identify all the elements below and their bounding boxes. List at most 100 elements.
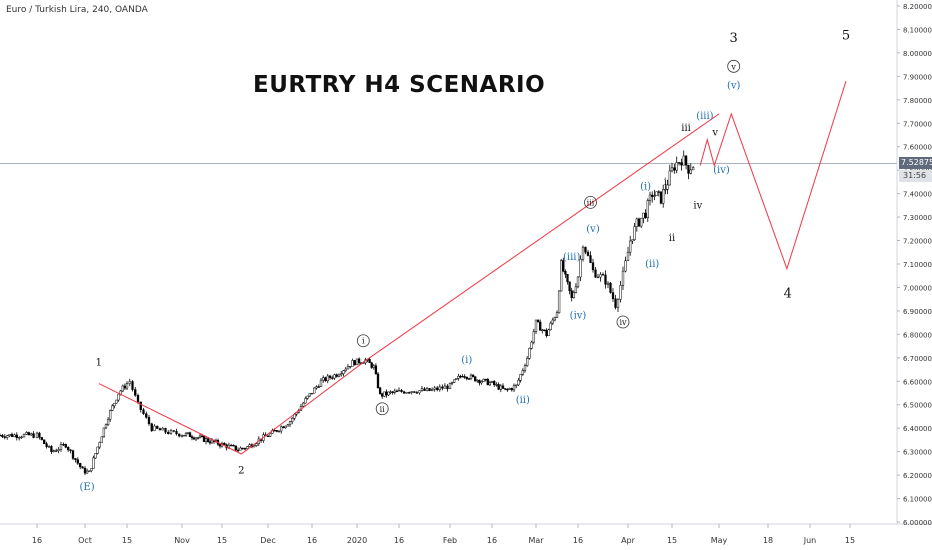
candle-body <box>543 329 546 331</box>
candle-body <box>589 255 592 263</box>
candle-body <box>397 389 401 392</box>
candle-body <box>167 431 170 434</box>
candle-body <box>476 379 479 382</box>
x-tick-label: 16 <box>487 536 497 545</box>
wave-label: iv <box>619 318 627 327</box>
candle-body <box>400 389 403 392</box>
wave-label: iii <box>587 198 595 207</box>
candle-body <box>134 389 137 396</box>
candle-body <box>391 391 394 393</box>
candle-body <box>326 375 329 382</box>
candle-body <box>642 212 645 219</box>
candle-body <box>344 368 347 371</box>
candle-body <box>662 189 665 204</box>
candle-body <box>22 434 26 438</box>
candle-body <box>47 446 51 448</box>
candle-body <box>376 373 380 389</box>
candle-body <box>317 386 320 388</box>
candle-body <box>202 435 206 442</box>
candle-body <box>315 386 318 389</box>
candle-body <box>59 444 63 450</box>
candle-body <box>357 358 361 364</box>
candle-body <box>223 442 226 445</box>
wave-label: 5 <box>842 28 850 43</box>
x-tick-label: 15 <box>845 536 855 545</box>
candle-body <box>306 395 309 399</box>
candle-body <box>512 385 516 391</box>
candle-body <box>180 435 184 437</box>
current-price-tag: 7.52875 <box>899 157 932 169</box>
candle-body <box>378 387 382 394</box>
candle-body <box>206 438 210 443</box>
candle-body <box>425 388 429 391</box>
candle-body <box>288 421 292 426</box>
candle-body <box>25 432 28 435</box>
x-tick-label: 15 <box>122 536 132 545</box>
candle-body <box>504 388 507 390</box>
candle-body <box>351 360 354 367</box>
candle-body <box>418 390 421 394</box>
wave-label: (v) <box>586 224 600 235</box>
candle-body <box>319 379 323 387</box>
candle-body <box>486 378 489 386</box>
bar-countdown-tag: 31:56 <box>899 170 932 182</box>
candle-body <box>604 274 607 285</box>
candle-body <box>355 358 359 366</box>
candle-body <box>142 409 145 415</box>
wave-label: 4 <box>784 286 792 301</box>
symbol-label: Euro / Turkish Lira, 240, OANDA <box>6 5 148 15</box>
candle-body <box>113 402 116 407</box>
wave-label: ii <box>669 233 675 244</box>
y-tick-label: 7.80000 <box>903 97 932 105</box>
wave-label: (iii) <box>563 252 580 263</box>
x-axis-ticks: 16 Oct 15 Nov 15 Dec 16 2020 16 Feb 16 Mar 16 Apr 15 Ma… <box>32 524 855 545</box>
chart-title: EURTRY H4 SCENARIO <box>253 72 546 98</box>
candle-body <box>586 251 590 256</box>
candle-body <box>594 269 597 278</box>
candle-body <box>131 381 134 390</box>
candle-body <box>125 383 129 389</box>
candle-body <box>55 450 58 452</box>
candle-body <box>616 299 620 308</box>
candle-body <box>637 218 641 227</box>
candle-body <box>370 362 373 368</box>
y-tick-label: 7.00000 <box>903 284 932 292</box>
candle-body <box>555 312 559 318</box>
candle-body <box>443 385 447 389</box>
candle-body <box>76 459 79 464</box>
candle-body <box>557 290 561 313</box>
y-tick-label: 6.60000 <box>903 378 932 386</box>
candle-body <box>111 405 114 411</box>
wave-label: (ii) <box>516 395 530 406</box>
x-tick-label: 16 <box>307 536 317 545</box>
candle-body <box>635 218 638 227</box>
candle-body <box>530 341 533 349</box>
candle-body <box>35 432 39 438</box>
candle-body <box>551 319 554 324</box>
candle-body <box>640 217 643 227</box>
candle-body <box>50 446 53 452</box>
candle-body <box>284 425 287 429</box>
candle-body <box>158 428 162 431</box>
candle-body <box>387 391 390 396</box>
x-tick-label: Oct <box>78 536 92 545</box>
candle-body <box>596 276 600 279</box>
candle-body <box>689 169 692 174</box>
candle-body <box>337 374 341 377</box>
candle-body <box>255 443 258 446</box>
wave-label: i <box>664 177 667 188</box>
candle-body <box>342 370 345 374</box>
candle-body <box>670 167 674 172</box>
wave-label-circle <box>616 315 630 329</box>
y-tick-label: 6.30000 <box>903 449 932 457</box>
candle-body <box>269 433 272 437</box>
candle-body <box>395 390 399 393</box>
candle-body <box>45 443 48 447</box>
candle-body <box>609 282 612 293</box>
candle-body <box>40 437 43 441</box>
wave-label: 1 <box>96 358 102 369</box>
candle-body <box>415 392 419 394</box>
candle-body <box>682 155 685 166</box>
candle-body <box>405 392 408 394</box>
